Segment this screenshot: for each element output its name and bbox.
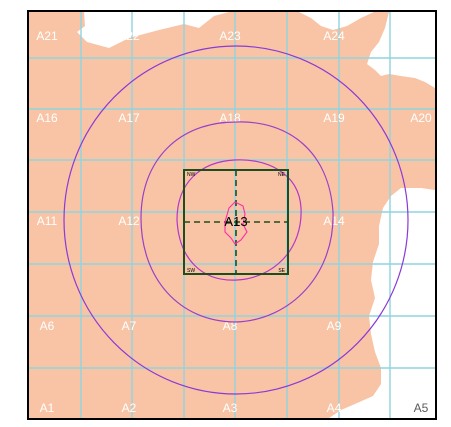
quadrat-square: NW NE SW SE bbox=[183, 169, 289, 275]
cell-label-a5: A5 bbox=[414, 401, 429, 415]
cell-label-a23: A23 bbox=[219, 29, 241, 43]
map-view[interactable]: A21 A22 A23 A24 A25 A16 A17 A18 A19 A20 A11 A12 A14 A… bbox=[27, 10, 437, 420]
quadrat-corner-se: SE bbox=[278, 268, 285, 274]
cell-label-a1: A1 bbox=[40, 401, 55, 415]
cell-label-a9: A9 bbox=[327, 319, 342, 333]
cell-label-a22: A22 bbox=[118, 29, 140, 43]
cell-label-a6: A6 bbox=[40, 319, 55, 333]
cell-label-a13: A13 bbox=[224, 214, 247, 229]
cell-label-a20: A20 bbox=[410, 111, 432, 125]
cell-label-a19: A19 bbox=[323, 111, 345, 125]
site-boundary bbox=[224, 201, 248, 245]
quadrat-corner-ne: NE bbox=[278, 172, 286, 178]
cell-label-a2: A2 bbox=[122, 401, 137, 415]
cell-label-a16: A16 bbox=[36, 111, 58, 125]
cell-label-a14: A14 bbox=[323, 214, 345, 228]
cell-label-a4: A4 bbox=[327, 401, 342, 415]
outer-buffer-ring bbox=[63, 45, 409, 395]
quadrat-corner-sw: SW bbox=[187, 268, 195, 274]
cell-label-a17: A17 bbox=[118, 111, 140, 125]
cell-label-a11: A11 bbox=[37, 214, 58, 228]
middle-buffer-ring bbox=[140, 121, 334, 323]
cell-label-a21: A21 bbox=[36, 29, 58, 43]
cell-label-a25: A25 bbox=[410, 29, 432, 43]
quadrat-corner-nw: NW bbox=[187, 172, 196, 178]
cell-label-a7: A7 bbox=[122, 319, 137, 333]
cell-label-a15: A15 bbox=[410, 214, 432, 228]
site-outline: A13 bbox=[224, 201, 248, 245]
cell-label-a12: A12 bbox=[118, 214, 140, 228]
cell-label-a10: A10 bbox=[410, 319, 432, 333]
cell-label-a3: A3 bbox=[223, 401, 238, 415]
cell-label-a24: A24 bbox=[323, 29, 345, 43]
